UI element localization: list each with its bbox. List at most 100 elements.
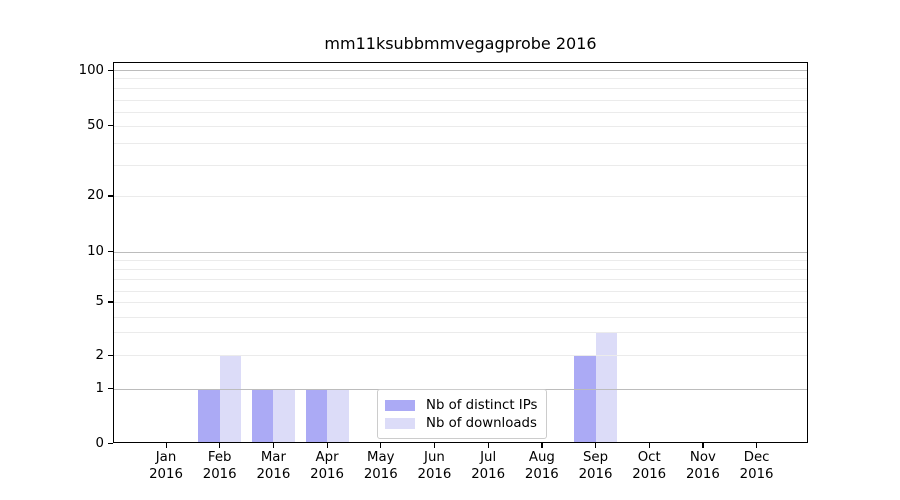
y-tick-label: 20 bbox=[87, 188, 104, 204]
gridlines-layer bbox=[113, 62, 808, 443]
y-tick-mark bbox=[108, 354, 113, 357]
x-tick-mark bbox=[756, 443, 758, 448]
y-tick-label: 50 bbox=[87, 118, 104, 133]
x-tick-label-line: 2016 bbox=[685, 467, 720, 482]
bar-distinct-ips bbox=[251, 388, 274, 443]
y-tick-label: 0 bbox=[95, 435, 104, 451]
x-tick-label: Aug 2016 bbox=[507, 449, 577, 483]
x-tick-label-line: Dec bbox=[743, 450, 770, 465]
x-tick-label-line: 2016 bbox=[417, 467, 452, 482]
x-tick-mark bbox=[165, 443, 167, 448]
x-tick-label: Nov 2016 bbox=[668, 449, 738, 483]
x-tick-label-line: May bbox=[367, 450, 395, 465]
x-tick-label-line: Jul bbox=[480, 450, 497, 465]
x-tick-label-line: Apr bbox=[315, 450, 339, 465]
x-tick-label-line: 2016 bbox=[739, 467, 774, 482]
x-tick-label-line: Feb bbox=[207, 450, 232, 465]
minor-gridline bbox=[113, 125, 808, 127]
y-tick-label: 5 bbox=[95, 294, 104, 310]
bar-downloads bbox=[219, 355, 242, 443]
y-tick-label: 2 bbox=[95, 347, 104, 363]
minor-gridline bbox=[113, 87, 808, 89]
bar-downloads bbox=[273, 388, 295, 443]
minor-gridline bbox=[113, 355, 808, 357]
minor-gridline bbox=[113, 143, 808, 144]
x-tick-mark bbox=[380, 443, 382, 448]
x-tick-label-line: 2016 bbox=[632, 467, 667, 482]
x-tick-mark bbox=[433, 443, 436, 448]
y-tick-mark bbox=[108, 388, 113, 390]
x-tick-label-line: 2016 bbox=[578, 467, 613, 482]
x-tick-mark bbox=[272, 443, 275, 448]
x-tick-mark bbox=[702, 443, 704, 448]
minor-gridline bbox=[113, 259, 808, 261]
legend: Nb of distinct IPs Nb of downloads bbox=[377, 389, 547, 439]
legend-item-distinct-ips: Nb of distinct IPs bbox=[385, 396, 538, 414]
x-tick-label-line: 2016 bbox=[310, 467, 344, 482]
bar-distinct-ips bbox=[198, 388, 220, 443]
x-tick-label-line: 2016 bbox=[471, 467, 506, 482]
y-tick-mark bbox=[108, 251, 113, 253]
minor-gridline bbox=[113, 268, 808, 270]
x-tick-label-line: Oct bbox=[637, 450, 661, 465]
major-gridline bbox=[113, 251, 808, 253]
bar-downloads bbox=[327, 388, 349, 443]
major-gridline bbox=[113, 70, 808, 72]
y-tick-mark bbox=[108, 125, 113, 127]
minor-gridline bbox=[113, 301, 808, 303]
x-tick-label-line: 2016 bbox=[363, 467, 398, 482]
legend-label-distinct-ips: Nb of distinct IPs bbox=[426, 397, 538, 413]
x-tick-label-line: 2016 bbox=[524, 467, 559, 482]
x-tick-label-line: Jun bbox=[424, 450, 445, 465]
legend-swatch-downloads-icon bbox=[385, 417, 415, 429]
bars-layer bbox=[113, 62, 808, 443]
minor-gridline bbox=[113, 195, 808, 197]
x-tick-label: Oct 2016 bbox=[614, 449, 684, 483]
x-tick-mark bbox=[219, 443, 221, 448]
x-tick-label: Jun 2016 bbox=[399, 449, 469, 483]
x-tick-label-line: Jan bbox=[155, 450, 177, 465]
x-tick-label-line: Mar bbox=[260, 450, 286, 465]
x-tick-mark bbox=[595, 443, 597, 448]
plot-area bbox=[113, 62, 808, 443]
x-tick-mark bbox=[487, 443, 489, 448]
minor-gridline bbox=[113, 317, 808, 318]
y-tick-label: 1 bbox=[95, 381, 104, 397]
x-tick-label-line: Nov bbox=[689, 450, 716, 465]
y-tick-label: 10 bbox=[87, 244, 104, 259]
x-tick-label-line: 2016 bbox=[202, 467, 237, 482]
x-tick-label: Mar 2016 bbox=[238, 449, 308, 483]
x-tick-label-line: 2016 bbox=[256, 467, 291, 482]
legend-item-downloads: Nb of downloads bbox=[385, 414, 538, 432]
x-tick-label: Jul 2016 bbox=[453, 449, 523, 483]
y-tick-label: 100 bbox=[78, 62, 104, 78]
x-tick-label: Jan 2016 bbox=[131, 449, 201, 483]
x-tick-label: Apr 2016 bbox=[292, 449, 362, 483]
y-tick-mark bbox=[108, 301, 113, 303]
legend-label-downloads: Nb of downloads bbox=[426, 415, 537, 431]
minor-gridline bbox=[113, 111, 808, 113]
minor-gridline bbox=[113, 77, 808, 79]
bar-distinct-ips bbox=[574, 355, 596, 443]
minor-gridline bbox=[113, 164, 808, 166]
minor-gridline bbox=[113, 291, 808, 293]
x-tick-label-line: 2016 bbox=[149, 467, 183, 482]
legend-swatch-distinct-ips-icon bbox=[385, 399, 415, 411]
bar-downloads bbox=[595, 332, 618, 443]
x-tick-label-line: Aug bbox=[528, 450, 555, 465]
x-tick-label: May 2016 bbox=[346, 449, 416, 483]
x-tick-label: Sep 2016 bbox=[561, 449, 631, 483]
x-tick-mark bbox=[648, 443, 650, 448]
y-tick-mark bbox=[108, 442, 113, 444]
y-tick-mark bbox=[108, 195, 113, 197]
x-tick-label: Dec 2016 bbox=[722, 449, 792, 483]
x-tick-label: Feb 2016 bbox=[185, 449, 255, 483]
y-tick-mark bbox=[108, 69, 113, 72]
bar-distinct-ips bbox=[305, 388, 328, 443]
minor-gridline bbox=[113, 279, 808, 281]
minor-gridline bbox=[113, 99, 808, 101]
minor-gridline bbox=[113, 332, 808, 333]
x-tick-label-line: Sep bbox=[582, 450, 609, 465]
chart-title: mm11ksubbmmvegagprobe 2016 bbox=[324, 34, 597, 53]
